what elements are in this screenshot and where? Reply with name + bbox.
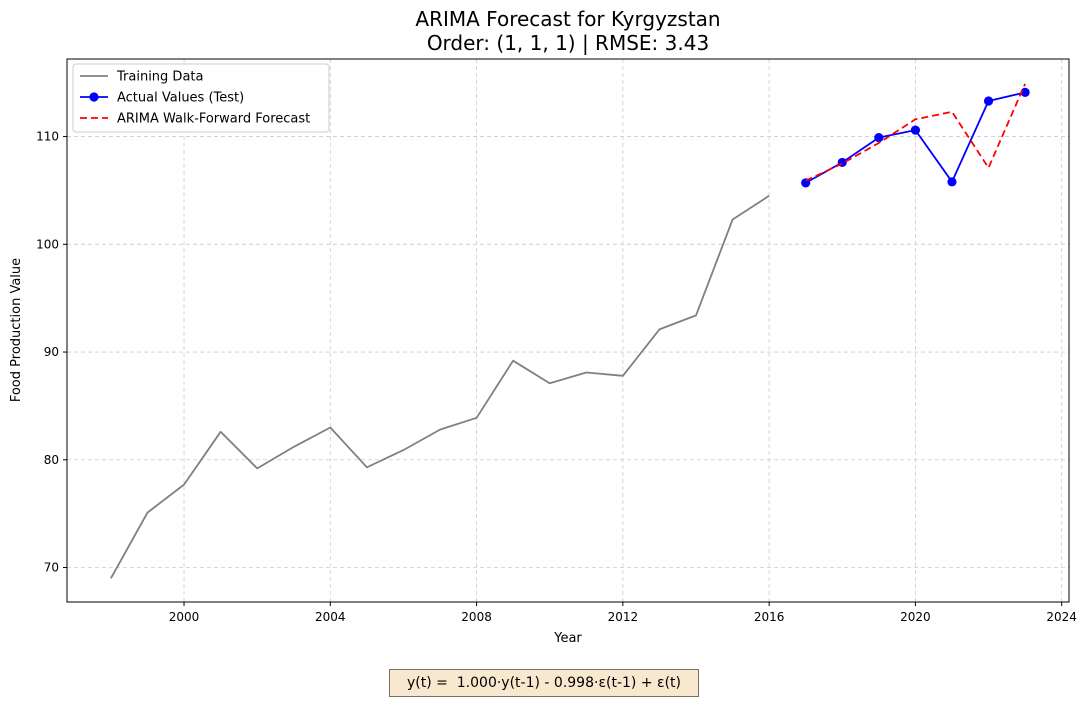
x-tick-label: 2000: [169, 610, 200, 624]
x-tick-label: 2020: [900, 610, 931, 624]
x-tick-label: 2008: [461, 610, 492, 624]
data-point: [874, 133, 884, 143]
data-point: [983, 96, 994, 106]
x-axis-label: Year: [553, 631, 582, 646]
x-tick-label: 2016: [754, 610, 785, 624]
equation-box: y(t) = 1.000·y(t-1) - 0.998·ε(t-1) + ε(t…: [389, 669, 699, 697]
y-tick-label: 100: [36, 237, 59, 251]
series-line: [110, 195, 770, 579]
legend-label: Training Data: [116, 70, 203, 85]
legend-item: ARIMA Walk-Forward Forecast: [80, 112, 310, 127]
data-point: [1020, 87, 1030, 97]
data-point: [947, 177, 957, 187]
x-tick-label: 2012: [608, 610, 639, 624]
y-tick-label: 90: [44, 345, 59, 359]
data-point: [910, 125, 921, 135]
y-tick-label: 110: [36, 130, 59, 144]
legend-marker: [89, 92, 99, 102]
legend-item: Actual Values (Test): [80, 91, 244, 106]
y-tick-label: 80: [44, 453, 59, 467]
x-tick-label: 2004: [315, 610, 346, 624]
y-axis-label: Food Production Value: [9, 258, 24, 402]
series-layer: [110, 83, 1030, 579]
series-line: [805, 83, 1026, 182]
x-tick-label: 2024: [1046, 610, 1077, 624]
legend-item: Training Data: [80, 70, 203, 85]
chart-subtitle: Order: (1, 1, 1) | RMSE: 3.43: [427, 31, 709, 55]
axis-ticks: 2000 2004 2008 2012 2016 2020 2024 70 80 90 100 110: [36, 130, 1077, 624]
series-0: [110, 195, 770, 579]
y-tick-label: 70: [44, 561, 59, 575]
legend-frame: [72, 63, 330, 133]
legend-label: Actual Values (Test): [117, 91, 244, 106]
series-2: [805, 83, 1026, 182]
grid-lines: [67, 59, 1069, 602]
chart-title: ARIMA Forecast for Kyrgyzstan: [415, 7, 720, 31]
plot-frame: [66, 58, 1070, 603]
legend-label: ARIMA Walk-Forward Forecast: [117, 112, 310, 127]
legend: Training Data Actual Values (Test) ARIMA W…: [72, 63, 330, 133]
